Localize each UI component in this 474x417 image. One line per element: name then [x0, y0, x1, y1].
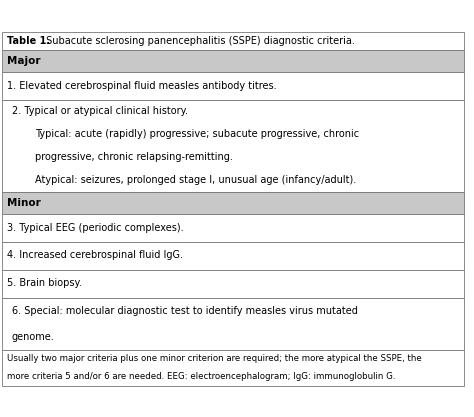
Text: 5. Brain biopsy.: 5. Brain biopsy.: [7, 279, 82, 289]
Text: Major: Major: [7, 55, 40, 65]
Text: Table 1.: Table 1.: [7, 35, 50, 45]
Bar: [2, 241, 464, 269]
Text: Minor: Minor: [7, 198, 41, 208]
Text: Usually two major criteria plus one minor criterion are required; the more atypi: Usually two major criteria plus one mino…: [7, 354, 422, 363]
Bar: [2, 71, 464, 100]
Text: 2. Typical or atypical clinical history.: 2. Typical or atypical clinical history.: [12, 106, 188, 116]
Text: 6. Special: molecular diagnostic test to identify measles virus mutated: 6. Special: molecular diagnostic test to…: [12, 306, 358, 316]
Bar: [2, 32, 464, 50]
Text: 4. Increased cerebrospinal fluid IgG.: 4. Increased cerebrospinal fluid IgG.: [7, 251, 183, 261]
Bar: [2, 50, 464, 71]
Bar: [2, 269, 464, 297]
Bar: [2, 191, 464, 214]
Text: 1. Elevated cerebrospinal fluid measles antibody titres.: 1. Elevated cerebrospinal fluid measles …: [7, 80, 277, 90]
Bar: [2, 214, 464, 241]
Text: 3. Typical EEG (periodic complexes).: 3. Typical EEG (periodic complexes).: [7, 223, 183, 233]
Bar: [2, 297, 464, 349]
Text: Atypical: seizures, prolonged stage I, unusual age (infancy/adult).: Atypical: seizures, prolonged stage I, u…: [35, 175, 356, 185]
Text: Subacute sclerosing panencephalitis (SSPE) diagnostic criteria.: Subacute sclerosing panencephalitis (SSP…: [44, 35, 356, 45]
Text: genome.: genome.: [12, 332, 55, 342]
Bar: [2, 349, 464, 385]
Bar: [2, 100, 464, 191]
Text: more criteria 5 and/or 6 are needed. EEG: electroencephalogram; IgG: immunoglobu: more criteria 5 and/or 6 are needed. EEG…: [7, 372, 395, 381]
Text: progressive, chronic relapsing-remitting.: progressive, chronic relapsing-remitting…: [35, 152, 233, 162]
Text: Typical: acute (rapidly) progressive; subacute progressive, chronic: Typical: acute (rapidly) progressive; su…: [35, 129, 359, 139]
